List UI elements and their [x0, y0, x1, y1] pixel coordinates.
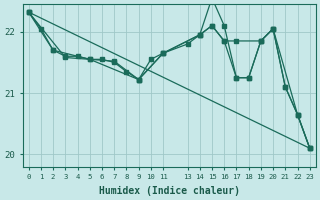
X-axis label: Humidex (Indice chaleur): Humidex (Indice chaleur) [99, 186, 240, 196]
